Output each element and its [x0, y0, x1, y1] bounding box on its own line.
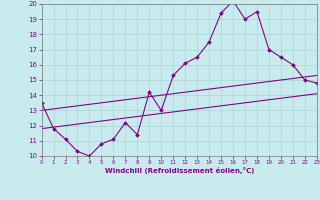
- X-axis label: Windchill (Refroidissement éolien,°C): Windchill (Refroidissement éolien,°C): [105, 167, 254, 174]
